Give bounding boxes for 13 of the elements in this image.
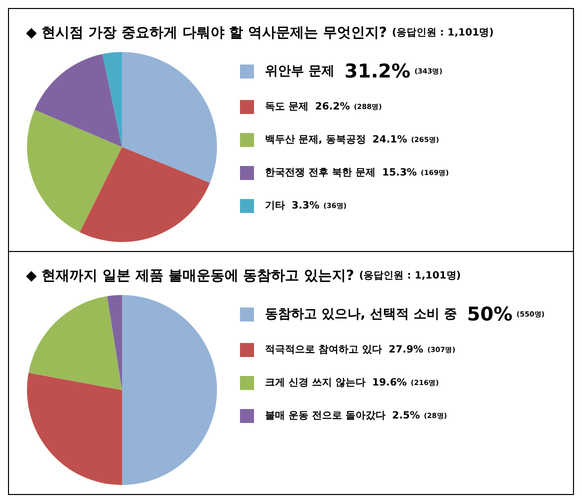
legend-label: 위안부 문제 bbox=[265, 64, 335, 79]
legend-label: 한국전쟁 전후 북한 문제 bbox=[265, 168, 376, 178]
chart-subtitle: (응답인원 : 1,101명) bbox=[359, 270, 461, 282]
chart-subtitle: (응답인원 : 1,101명) bbox=[392, 28, 494, 38]
legend-label: 독도 문제 bbox=[265, 102, 308, 112]
legend-label: 불매 운동 전으로 돌아갔다 bbox=[265, 410, 386, 422]
legend-label: 적극적으로 참여하고 있다 bbox=[265, 344, 382, 356]
legend-label: 백두산 문제, 동북공정 bbox=[265, 134, 366, 146]
legend-label: 크게 신경 쓰지 않는다 bbox=[265, 378, 366, 388]
legend-label: 기타 bbox=[265, 200, 285, 212]
chart-title: ◆ 현재까지 일본 제품 불매운동에 동참하고 있는지? bbox=[26, 268, 354, 284]
legend-label: 동참하고 있으나, 선택적 소비 중 bbox=[265, 307, 458, 322]
chart-title: ◆ 현시점 가장 중요하게 다뤄야 할 역사문제는 무엇인지? bbox=[26, 25, 388, 41]
